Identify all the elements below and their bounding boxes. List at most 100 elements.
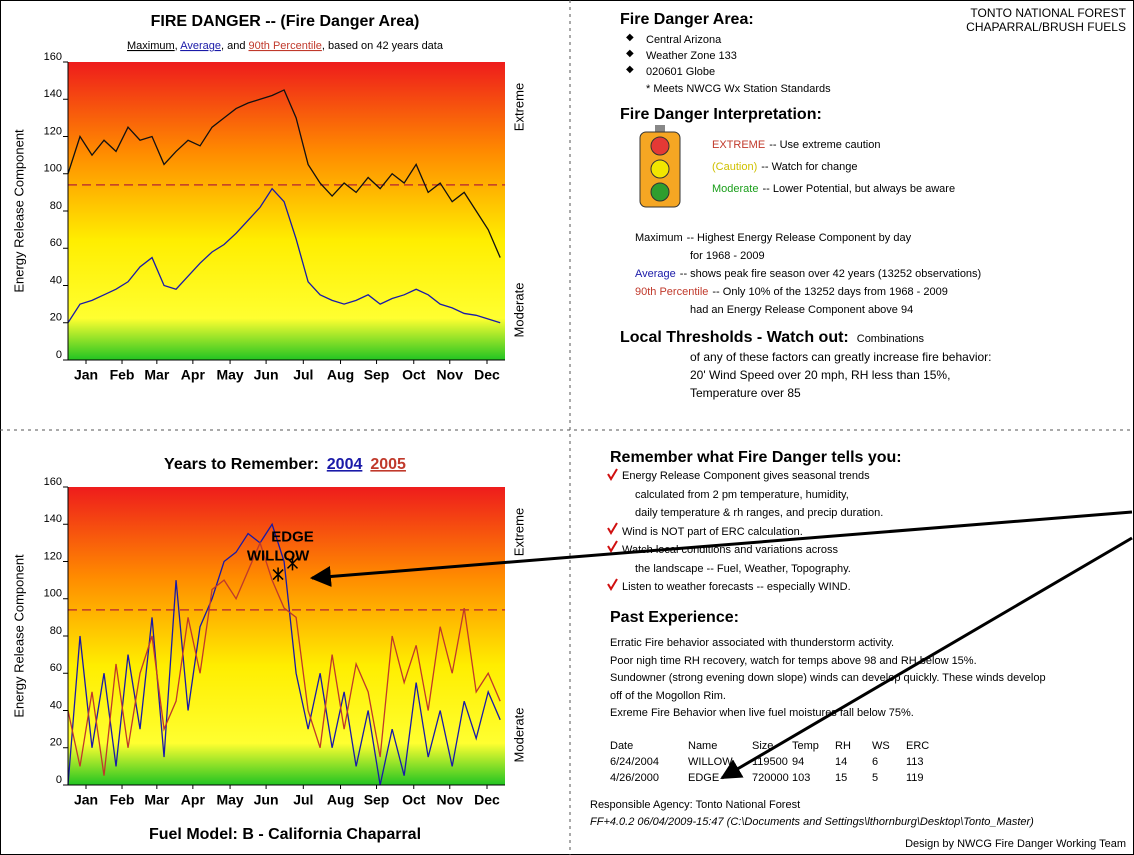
y-tick-label: 0: [56, 349, 62, 361]
y-tick-label: 160: [44, 476, 62, 488]
y-tick-label: 140: [44, 513, 62, 525]
remember-line: Wind is NOT part of ERC calculation.: [622, 525, 803, 538]
y-tick-label: 120: [44, 125, 62, 137]
level-label: (Caution): [712, 161, 758, 173]
section-heading: Fire Danger Area:: [620, 11, 754, 28]
x-tick-label: Feb: [110, 367, 135, 383]
x-tick-label: Mar: [144, 792, 169, 808]
table-cell: 113: [906, 756, 924, 768]
chart-title: Years to Remember: 2004 2005: [164, 456, 406, 473]
table-cell: EDGE: [688, 772, 720, 784]
annotation-label: WILLOW: [247, 548, 310, 565]
definition-text: -- Only 10% of the 13252 days from 1968 …: [712, 286, 948, 298]
table-cell: 15: [835, 772, 848, 784]
x-tick-label: Aug: [327, 792, 354, 808]
y-tick-label: 160: [44, 51, 62, 63]
chart-caption: Fuel Model: B - California Chaparral: [149, 826, 421, 843]
series-line: [67, 89, 501, 258]
x-tick-label: May: [216, 792, 243, 808]
y-tick-label: 140: [44, 88, 62, 100]
table-header: Date: [610, 740, 634, 752]
definition-text: -- Highest Energy Release Component by d…: [686, 232, 912, 244]
legend-entry: 2005: [370, 456, 406, 473]
threshold-line: 20' Wind Speed over 20 mph, RH less than…: [690, 368, 951, 382]
table-header: Temp: [792, 740, 819, 752]
y-tick-label: 40: [50, 699, 62, 711]
level-label: Moderate: [712, 183, 759, 195]
table-cell: 119: [906, 772, 924, 784]
annotation-label: EDGE: [271, 528, 314, 545]
table-header: Size: [752, 740, 774, 752]
table-cell: 103: [792, 772, 811, 784]
y-axis-label: Energy Release Component: [11, 129, 26, 293]
table-cell: 5: [872, 772, 879, 784]
forest-label: CHAPARRAL/BRUSH FUELS: [966, 20, 1126, 34]
section-heading: Fire Danger Interpretation:: [620, 106, 822, 123]
side-label: Extreme: [511, 508, 526, 556]
subtitle-part: Maximum: [127, 40, 175, 52]
x-tick-label: Aug: [327, 367, 354, 383]
table-cell: 720000: [752, 772, 789, 784]
subtitle-part: , and: [221, 40, 249, 52]
bullet-dot: ◆: [626, 32, 634, 43]
definition-term: 90th Percentile: [635, 286, 709, 298]
side-label: Moderate: [511, 283, 526, 338]
x-tick-label: Jan: [74, 367, 98, 383]
subtitle-part: , based on 42 years data: [322, 40, 444, 52]
x-tick-label: Sep: [364, 367, 390, 383]
y-tick-label: 80: [50, 625, 62, 637]
bullet: Central Arizona: [646, 34, 722, 46]
footer-version: FF+4.0.2 06/04/2009-15:47 (C:\Documents …: [590, 816, 1034, 828]
past-line: off of the Mogollon Rim.: [610, 689, 726, 702]
bullet: 020601 Globe: [646, 66, 716, 78]
level-text: -- Use extreme caution: [769, 139, 881, 151]
forest-label: TONTO NATIONAL FOREST: [970, 6, 1126, 20]
fire-marker: [286, 556, 299, 571]
definition-term: Maximum: [635, 232, 683, 244]
section-heading: Remember what Fire Danger tells you:: [610, 449, 902, 466]
x-tick-label: Mar: [144, 367, 169, 383]
y-tick-label: 40: [50, 274, 62, 286]
level: EXTREME -- Use extreme caution: [712, 139, 880, 151]
definition-text: -- shows peak fire season over 42 years …: [679, 268, 982, 280]
x-tick-label: Jun: [254, 367, 279, 383]
heading-text: Local Thresholds - Watch out:: [620, 329, 849, 346]
level-text: -- Watch for change: [761, 161, 858, 173]
subtitle-part: ,: [175, 40, 181, 52]
note: * Meets NWCG Wx Station Standards: [646, 83, 831, 95]
x-tick-label: Dec: [474, 792, 500, 808]
series-line: [67, 541, 501, 776]
checkmarks: [607, 468, 618, 591]
table-cell: 6/24/2004: [610, 756, 659, 768]
definition: 90th Percentile -- Only 10% of the 13252 …: [635, 286, 948, 298]
x-tick-label: Nov: [437, 367, 464, 383]
x-tick-label: Oct: [402, 792, 426, 808]
remember-line: daily temperature & rh ranges, and preci…: [635, 507, 884, 519]
fire-marker: [272, 567, 284, 582]
subtitle-part: 90th Percentile: [249, 40, 322, 52]
remember-line: the landscape -- Fuel, Weather, Topograp…: [635, 562, 851, 575]
x-tick-label: Apr: [181, 367, 206, 383]
table-header: Name: [688, 740, 718, 752]
x-tick-label: Oct: [402, 367, 426, 383]
table-header: ERC: [906, 740, 930, 752]
y-tick-label: 20: [50, 312, 62, 324]
x-tick-label: Jul: [293, 367, 313, 383]
table-cell: 14: [835, 756, 848, 768]
side-label: Extreme: [511, 83, 526, 131]
y-tick-label: 0: [56, 774, 62, 786]
heading-lead: Combinations: [856, 333, 925, 345]
definition: Maximum -- Highest Energy Release Compone…: [635, 232, 911, 244]
table-cell: WILLOW: [688, 756, 733, 768]
table-cell: 6: [872, 756, 879, 768]
definition-term: Average: [635, 268, 676, 280]
footer-agency: Responsible Agency: Tonto National Fores…: [590, 799, 801, 811]
chart-title: FIRE DANGER -- (Fire Danger Area): [151, 13, 420, 30]
series-line: [67, 187, 501, 324]
series-line: [67, 522, 501, 786]
table-header: RH: [835, 740, 851, 752]
y-tick-label: 60: [50, 662, 62, 674]
table-cell: 4/26/2000: [610, 772, 659, 784]
y-tick-label: 80: [50, 200, 62, 212]
